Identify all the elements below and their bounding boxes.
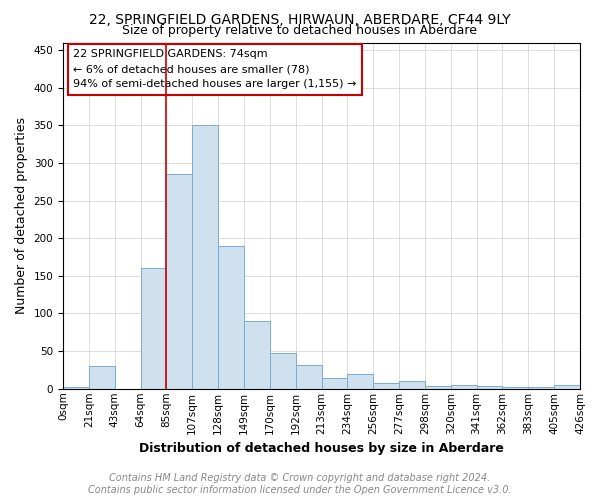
Bar	[63, 386, 89, 389]
Bar	[218, 246, 244, 389]
Bar	[270, 352, 296, 389]
Bar	[554, 385, 580, 389]
Bar	[425, 386, 451, 389]
Bar	[322, 378, 347, 389]
Y-axis label: Number of detached properties: Number of detached properties	[15, 117, 28, 314]
Text: 22, SPRINGFIELD GARDENS, HIRWAUN, ABERDARE, CF44 9LY: 22, SPRINGFIELD GARDENS, HIRWAUN, ABERDA…	[89, 12, 511, 26]
Text: Size of property relative to detached houses in Aberdare: Size of property relative to detached ho…	[122, 24, 478, 37]
Text: 22 SPRINGFIELD GARDENS: 74sqm
← 6% of detached houses are smaller (78)
94% of se: 22 SPRINGFIELD GARDENS: 74sqm ← 6% of de…	[73, 50, 357, 89]
Bar	[296, 364, 322, 389]
Bar	[476, 386, 502, 389]
Bar	[140, 268, 166, 389]
Bar	[529, 388, 554, 389]
Bar	[166, 174, 192, 389]
Bar	[244, 321, 270, 389]
Bar	[192, 126, 218, 389]
Bar	[373, 384, 399, 389]
Bar	[347, 374, 373, 389]
Text: Contains HM Land Registry data © Crown copyright and database right 2024.
Contai: Contains HM Land Registry data © Crown c…	[88, 474, 512, 495]
Bar	[502, 388, 529, 389]
Bar	[399, 381, 425, 389]
Bar	[451, 385, 476, 389]
Bar	[89, 366, 115, 389]
X-axis label: Distribution of detached houses by size in Aberdare: Distribution of detached houses by size …	[139, 442, 504, 455]
